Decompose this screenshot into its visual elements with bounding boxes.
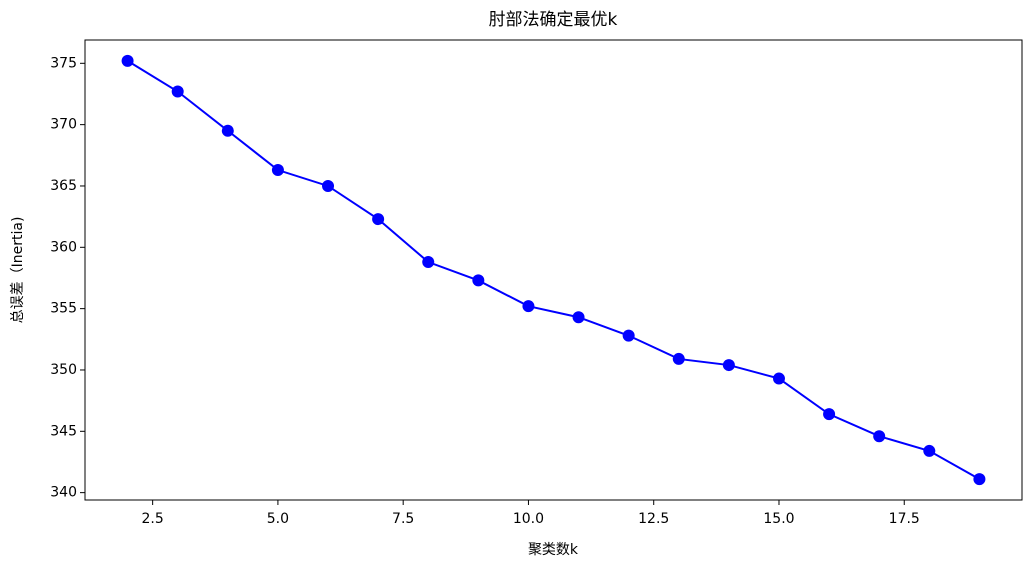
y-tick-label: 375 [50,55,77,71]
x-axis-label: 聚类数k [528,542,579,558]
marker [372,213,385,226]
marker [422,256,435,269]
y-tick-label: 345 [50,423,77,439]
marker [672,352,685,365]
y-tick-label: 365 [50,178,77,194]
x-tick-label: 5.0 [267,511,289,527]
marker [522,300,535,313]
plot-frame [84,39,1023,501]
marker [973,473,986,486]
y-axis-label: 总误差（Inertia) [10,217,26,324]
marker [923,444,936,457]
y-tick-label: 355 [50,301,77,317]
marker [472,274,485,287]
x-tick-label: 2.5 [142,511,164,527]
marker [823,408,836,421]
marker [622,329,635,342]
y-tick-label: 360 [50,239,77,255]
y-tick-label: 340 [50,485,77,501]
marker [121,54,134,67]
marker [322,179,335,192]
marker [722,359,735,372]
x-tick-label: 17.5 [889,511,920,527]
x-tick-label: 10.0 [513,511,544,527]
marker [572,311,585,324]
x-tick-label: 12.5 [638,511,669,527]
marker [221,124,234,137]
marker [271,164,284,177]
line [127,60,980,481]
y-tick-label: 350 [50,362,77,378]
chart-title: 肘部法确定最优k [489,10,618,30]
x-tick-label: 7.5 [392,511,414,527]
x-tick-label: 15.0 [763,511,794,527]
marker [171,85,184,98]
marker [772,372,785,385]
marker [873,430,886,443]
y-tick-label: 370 [50,117,77,133]
